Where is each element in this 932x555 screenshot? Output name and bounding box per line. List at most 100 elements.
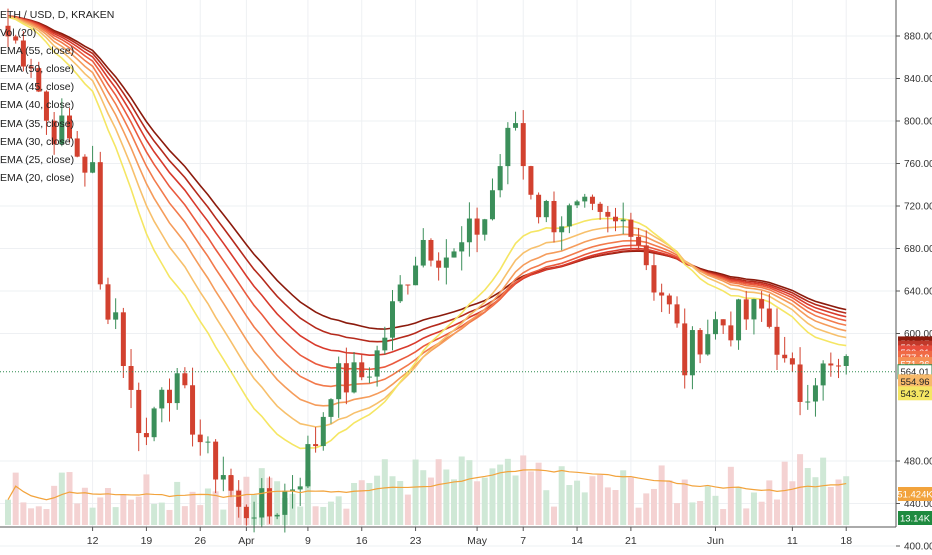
volume-bar [20, 502, 27, 525]
price-tag-label: 554.96 [900, 377, 929, 388]
candle-body [520, 123, 526, 167]
price-tick-label: 600.00 [904, 329, 932, 340]
volume-bar [366, 483, 373, 525]
candle-body [743, 299, 749, 320]
candle-body [213, 441, 219, 480]
candle-body [843, 356, 849, 366]
legend-item-ema40[interactable]: EMA (40, close) [0, 99, 75, 112]
candle-body [766, 308, 772, 327]
volume-bar [804, 468, 811, 525]
candle-body [390, 301, 395, 338]
candle-body [359, 362, 365, 378]
volume-bar [674, 503, 681, 525]
candle-body [797, 364, 803, 402]
volume-bar [758, 501, 765, 525]
volume-bar [335, 496, 342, 525]
volume-bar [735, 486, 742, 525]
legend-item-ema20[interactable]: EMA (20, close) [0, 171, 75, 184]
candle-body [597, 203, 603, 212]
candle-body [620, 219, 626, 222]
volume-bar [58, 472, 65, 525]
candle-body [397, 284, 403, 302]
volume-bar [743, 508, 750, 525]
volume-bar [504, 458, 511, 525]
ema-line-45 [7, 15, 847, 356]
price-tag [898, 374, 932, 389]
volume-bar [66, 472, 73, 525]
candle-body [659, 292, 665, 296]
volume-bar [89, 507, 96, 525]
candle-body [582, 196, 588, 202]
volume-bar [104, 488, 111, 525]
ema-line-50 [7, 15, 847, 343]
volume-bar [658, 465, 665, 525]
price-tick-label: 440.00 [904, 499, 932, 510]
candle-body [182, 373, 188, 386]
time-tick-label: 11 [787, 535, 798, 547]
volume-bar [589, 476, 596, 525]
candle-body [805, 401, 811, 403]
candle-body [728, 325, 734, 341]
candle-body [13, 36, 19, 41]
volume-bar [535, 462, 542, 525]
time-tick-label: 14 [571, 535, 583, 547]
volume-tag [898, 487, 932, 501]
candle-body [666, 295, 672, 305]
volume-bar [381, 459, 388, 525]
ema-line-35 [7, 15, 847, 388]
legend-item-ema30[interactable]: EMA (30, close) [0, 135, 75, 148]
candle-body [836, 365, 842, 367]
volume-bar [358, 480, 365, 525]
volume-bar [650, 488, 657, 525]
volume-bar [812, 477, 819, 525]
candle-body [720, 319, 726, 326]
candle-body [220, 475, 226, 480]
ema-line-25 [7, 16, 847, 428]
time-tick-label: 7 [520, 535, 526, 547]
price-tick-label: 760.00 [904, 159, 932, 170]
volume-bar [789, 481, 796, 525]
candle-body [351, 362, 357, 393]
volume-bar [158, 502, 165, 525]
volume-bar [297, 506, 304, 525]
ema-line-20 [7, 16, 847, 450]
candle-body [243, 506, 249, 519]
candle-body [374, 350, 380, 377]
candle-body [689, 330, 695, 376]
candle-body [459, 242, 465, 252]
volume-bar [581, 492, 588, 525]
volume-bar [543, 490, 550, 525]
volume-bar [128, 499, 135, 525]
legend-item-ema55[interactable]: EMA (55, close) [0, 45, 75, 58]
candle-body [143, 433, 149, 438]
volume-bar [604, 487, 611, 525]
legend-item-ema35[interactable]: EMA (35, close) [0, 117, 75, 130]
candle-body [197, 434, 203, 443]
legend-item-ema50[interactable]: EMA (50, close) [0, 63, 75, 76]
candle-body [51, 120, 57, 145]
volume-bar [312, 506, 319, 525]
candle-body [151, 408, 157, 438]
volume-bar [451, 479, 458, 525]
volume-bar [712, 495, 719, 525]
candle-body [574, 201, 580, 206]
legend-item-vol[interactable]: Vol (20) [0, 27, 37, 40]
candle-body [236, 490, 242, 507]
candle-body [543, 200, 549, 218]
symbol-label[interactable]: ETH / USD, D, KRAKEN [0, 9, 115, 21]
candle-body [228, 475, 234, 491]
candle-body [97, 162, 103, 285]
volume-bar [466, 460, 473, 525]
legend-item-ema25[interactable]: EMA (25, close) [0, 153, 75, 166]
candle-body [559, 226, 565, 233]
candle-body [636, 236, 642, 246]
legend-item-ema45[interactable]: EMA (45, close) [0, 81, 75, 94]
volume-bar [143, 474, 150, 525]
volume-bar [343, 508, 350, 525]
volume-bar [443, 469, 450, 525]
candle-body [613, 216, 619, 222]
volume-bar [697, 500, 704, 525]
candle-body [589, 196, 595, 204]
